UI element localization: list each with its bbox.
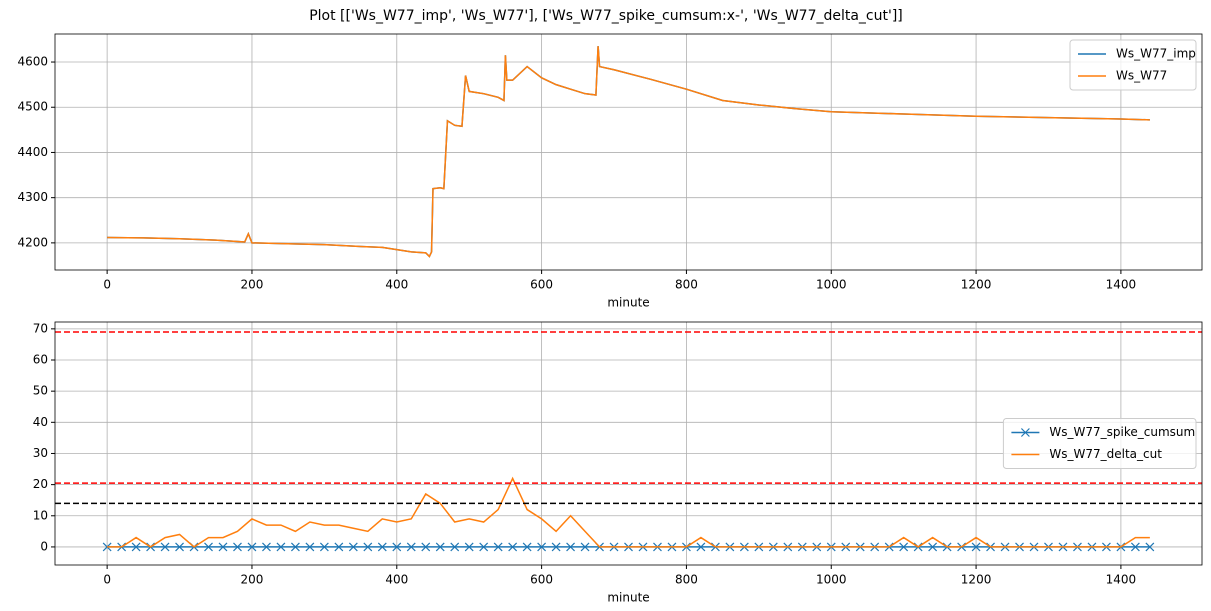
series-line [107,476,1150,548]
y-tick-label: 50 [33,384,48,398]
marker [450,542,460,552]
marker [233,542,242,552]
axes-frame [54,321,1203,566]
y-tick-label: 0 [40,539,48,553]
legend-label: Ws_W77_spike_cumsum [1049,425,1195,439]
marker [392,542,402,552]
x-tick-label: 1000 [816,573,847,587]
marker [580,542,590,552]
marker [464,542,474,552]
marker [435,542,445,552]
x-tick-label: 200 [241,573,264,587]
marker [319,542,329,552]
marker [290,542,300,552]
y-tick-label: 4300 [17,190,48,204]
x-tick-label: 0 [103,573,111,587]
marker [971,542,981,552]
marker [247,542,257,552]
marker [204,542,213,552]
marker [348,542,358,552]
marker [262,542,271,552]
marker [102,542,112,552]
y-tick-label: 40 [33,415,48,429]
marker [928,542,938,552]
y-tick-label: 4600 [17,55,48,69]
x-tick-label: 400 [385,278,408,292]
marker [696,542,706,552]
x-tick-label: 200 [241,278,264,292]
x-tick-label: 1400 [1106,573,1137,587]
marker [551,542,561,552]
x-tick-label: 400 [385,573,408,587]
marker [493,542,503,552]
marker [479,542,489,552]
x-tick-label: 800 [675,573,698,587]
series-line [107,46,1150,258]
marker [131,542,141,552]
marker [218,542,228,552]
x-axis-label: minute [607,296,649,310]
series-line [107,46,1150,258]
marker [508,542,518,552]
x-tick-label: 1400 [1106,278,1137,292]
legend-label: Ws_W77_imp [1116,47,1196,61]
x-tick-label: 0 [103,278,111,292]
marker [1145,542,1155,552]
marker [1130,542,1140,552]
x-tick-label: 600 [530,573,553,587]
legend-marker [1020,428,1030,437]
marker [537,542,547,552]
marker [421,542,431,552]
marker [175,542,184,552]
marker [522,542,532,552]
legend-label: Ws_W77_delta_cut [1049,447,1162,461]
y-tick-label: 4400 [17,145,48,159]
x-axis-label: minute [607,591,649,605]
legend-label: Ws_W77 [1116,69,1167,83]
x-tick-label: 1000 [816,278,847,292]
marker [334,542,344,552]
marker [406,542,416,552]
marker [899,542,909,552]
x-tick-label: 800 [675,278,698,292]
y-tick-label: 20 [33,477,48,491]
y-tick-label: 4500 [17,100,48,114]
x-tick-label: 1200 [961,573,992,587]
y-tick-label: 70 [33,321,48,335]
marker [566,542,575,552]
y-tick-label: 4200 [17,235,48,249]
x-tick-label: 600 [530,278,553,292]
legend-box [1002,418,1197,469]
marker [377,542,387,552]
axes-frame [54,33,1203,271]
marker [160,542,170,552]
legend-box [1069,39,1197,91]
x-tick-label: 1200 [961,278,992,292]
marker [276,542,286,552]
y-tick-label: 10 [33,508,48,522]
marker [305,542,315,552]
y-tick-label: 60 [33,353,48,367]
figure-title: Plot [['Ws_W77_imp', 'Ws_W77'], ['Ws_W77… [309,8,903,24]
marker [363,542,373,552]
y-tick-label: 30 [33,446,48,460]
